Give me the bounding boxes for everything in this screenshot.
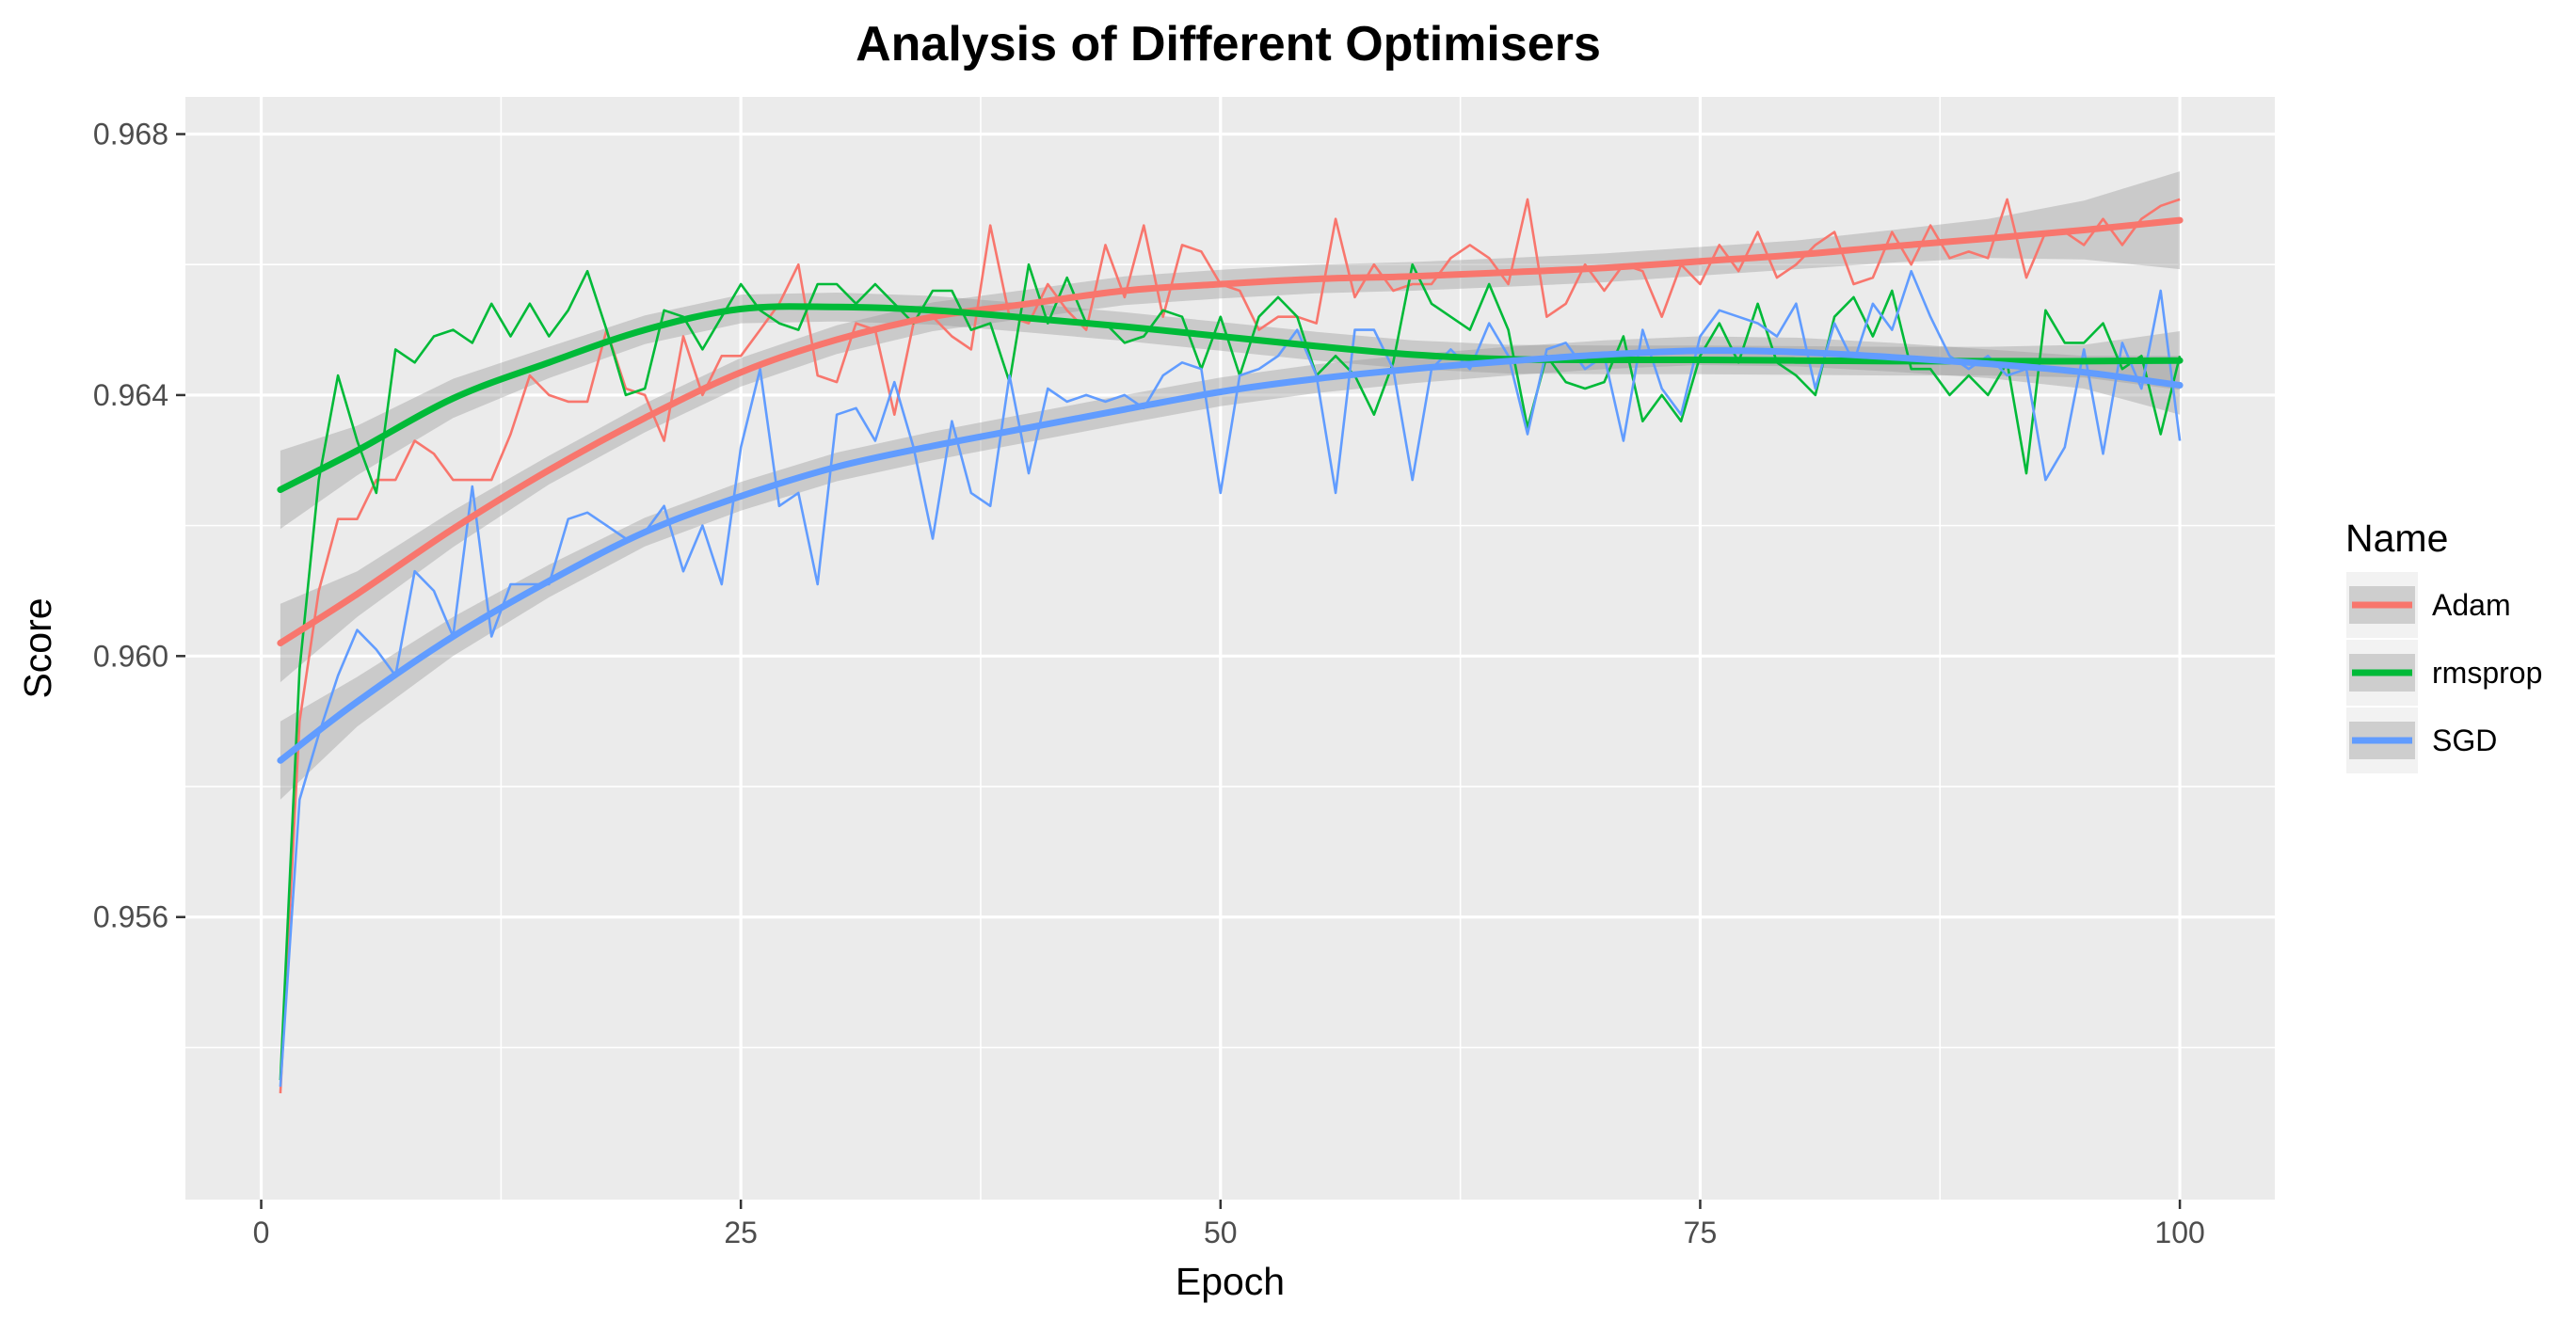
- y-tick-label: 0.960: [93, 639, 168, 673]
- smooth-line-adam: [277, 216, 2184, 646]
- y-axis-title: Score: [16, 597, 59, 698]
- x-tick-label: 0: [253, 1216, 270, 1249]
- grid-major: [185, 97, 2275, 1200]
- legend-label: Adam: [2432, 588, 2511, 622]
- legend-label: rmsprop: [2432, 656, 2542, 690]
- chart-title: Analysis of Different Optimisers: [856, 17, 1601, 72]
- smooth-line-sgd: [277, 347, 2184, 764]
- legend: Name Adam rmsprop SGD: [2344, 517, 2542, 775]
- confidence-band-adam: [280, 171, 2181, 683]
- legend-item-adam: Adam: [2344, 570, 2511, 640]
- x-tick-label: 25: [724, 1216, 758, 1249]
- raw-line-sgd: [279, 269, 2182, 1088]
- smooth-line-rmsprop: [277, 303, 2184, 493]
- x-axis-title: Epoch: [1176, 1260, 1285, 1303]
- legend-item-rmsprop: rmsprop: [2344, 638, 2542, 708]
- x-tick-label: 100: [2154, 1216, 2204, 1249]
- tick-labels: 0 25 50 75 100 0.956 0.960 0.964 0.968: [93, 118, 2205, 1249]
- plot-panel: [185, 97, 2275, 1200]
- x-tick-label: 75: [1684, 1216, 1718, 1249]
- raw-series-lines: [279, 198, 2182, 1094]
- raw-line-adam: [279, 198, 2181, 1094]
- axis-ticks: [176, 133, 2182, 1209]
- legend-title: Name: [2345, 517, 2448, 560]
- y-tick-label: 0.956: [93, 900, 168, 934]
- y-tick-label: 0.964: [93, 378, 168, 412]
- smoothed-series-lines: [277, 216, 2184, 764]
- y-tick-label: 0.968: [93, 118, 168, 151]
- raw-line-rmsprop: [279, 262, 2182, 1081]
- x-tick-label: 50: [1204, 1216, 1238, 1249]
- legend-item-sgd: SGD: [2344, 706, 2497, 775]
- legend-label: SGD: [2432, 724, 2497, 757]
